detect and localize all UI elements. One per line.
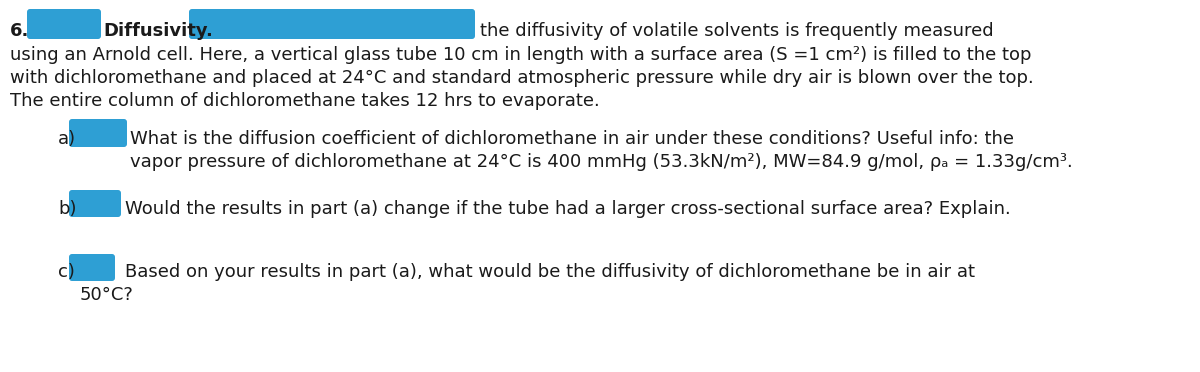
FancyBboxPatch shape <box>70 254 115 281</box>
Text: vapor pressure of dichloromethane at 24°C is 400 mmHg (53.3kN/m²), MW=84.9 g/mol: vapor pressure of dichloromethane at 24°… <box>130 153 1073 171</box>
Text: a): a) <box>58 130 76 148</box>
FancyBboxPatch shape <box>70 190 121 217</box>
Text: the diffusivity of volatile solvents is frequently measured: the diffusivity of volatile solvents is … <box>480 22 994 40</box>
Text: 6.: 6. <box>10 22 29 40</box>
FancyBboxPatch shape <box>70 119 127 147</box>
Text: Diffusivity.: Diffusivity. <box>103 22 212 40</box>
Text: What is the diffusion coefficient of dichloromethane in air under these conditio: What is the diffusion coefficient of dic… <box>130 130 1014 148</box>
Text: Would the results in part (a) change if the tube had a larger cross-sectional su: Would the results in part (a) change if … <box>125 200 1010 218</box>
Text: with dichloromethane and placed at 24°C and standard atmospheric pressure while : with dichloromethane and placed at 24°C … <box>10 69 1033 87</box>
FancyBboxPatch shape <box>190 9 475 39</box>
Text: 50°C?: 50°C? <box>80 286 134 304</box>
Text: The entire column of dichloromethane takes 12 hrs to evaporate.: The entire column of dichloromethane tak… <box>10 92 600 110</box>
Text: using an Arnold cell. Here, a vertical glass tube 10 cm in length with a surface: using an Arnold cell. Here, a vertical g… <box>10 46 1032 64</box>
FancyBboxPatch shape <box>28 9 101 39</box>
Text: c): c) <box>58 263 74 281</box>
Text: b): b) <box>58 200 77 218</box>
Text: Based on your results in part (a), what would be the diffusivity of dichlorometh: Based on your results in part (a), what … <box>125 263 974 281</box>
